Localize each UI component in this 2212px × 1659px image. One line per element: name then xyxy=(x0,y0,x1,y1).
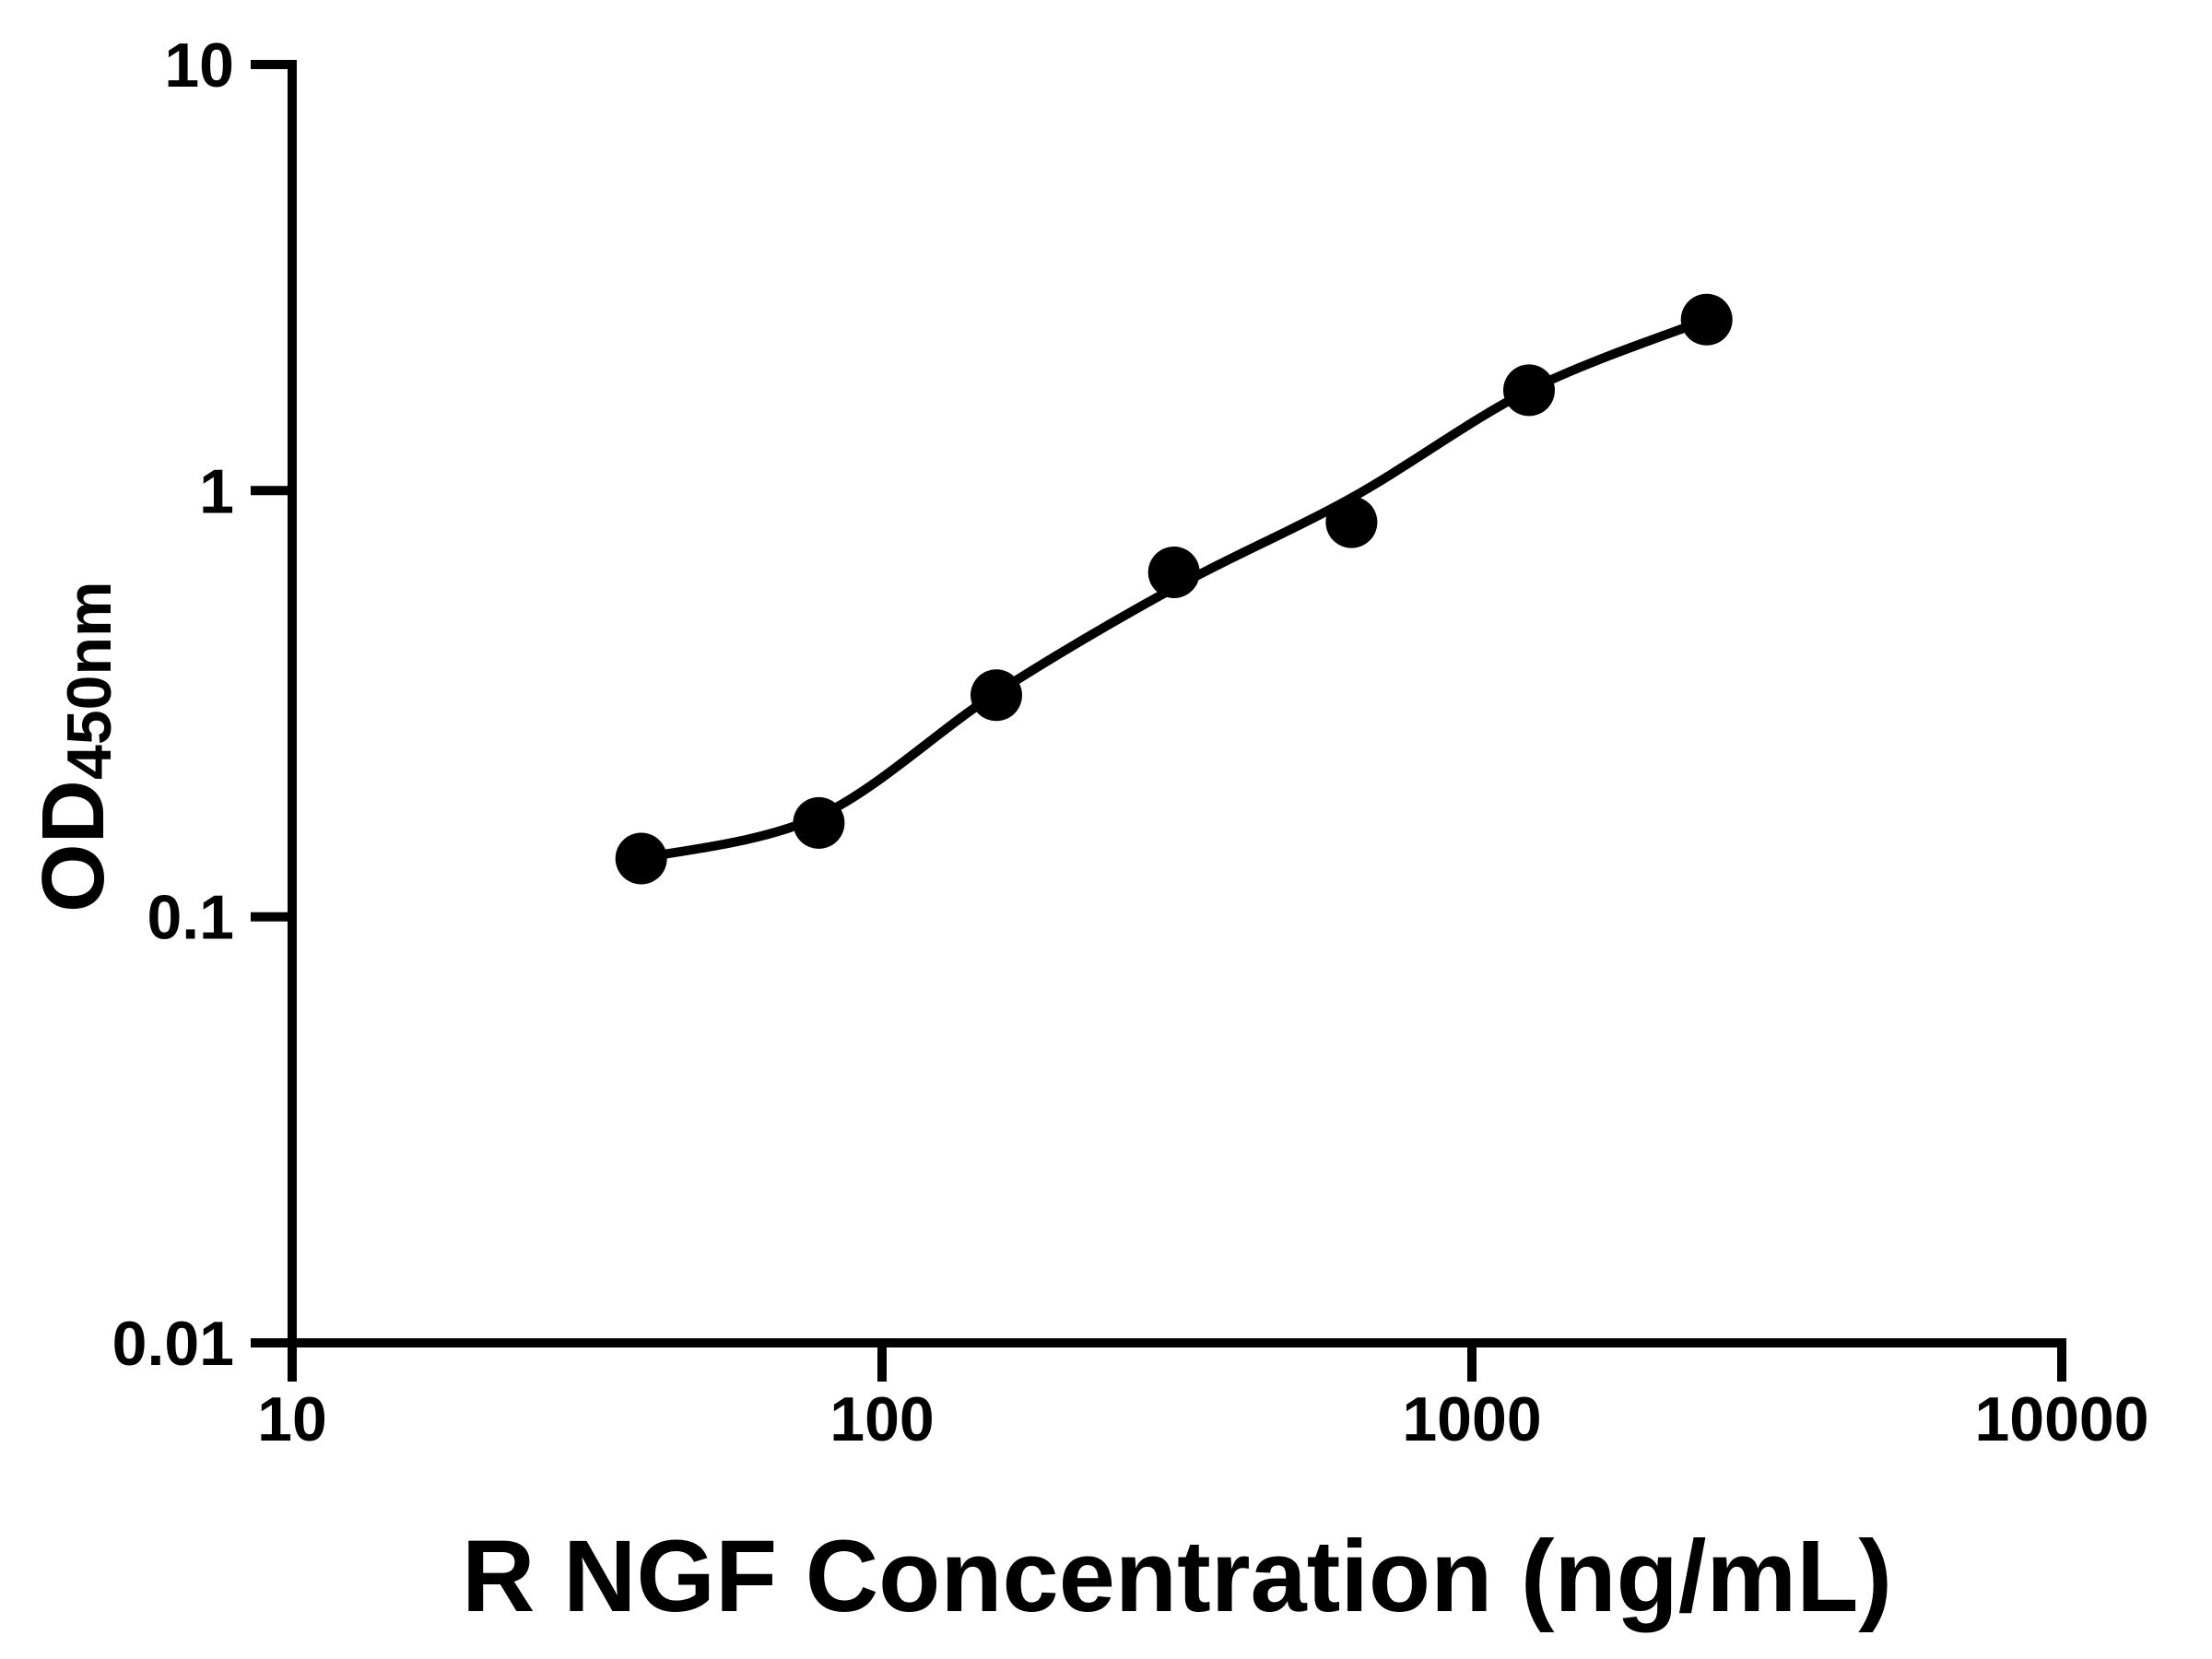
y-tick-label: 1 xyxy=(199,456,234,526)
data-point xyxy=(1325,496,1378,548)
y-axis-line xyxy=(251,60,297,1382)
data-point xyxy=(1503,364,1555,417)
data-point xyxy=(1680,293,1733,346)
y-axis-title-subscript: 450nm xyxy=(54,582,124,780)
x-tick-label: 100 xyxy=(830,1384,934,1454)
data-point xyxy=(971,669,1022,722)
data-point xyxy=(1147,547,1200,598)
points-group xyxy=(615,293,1733,885)
y-axis-title-main: OD xyxy=(24,780,123,912)
data-point xyxy=(615,832,667,885)
axes-group: 10 100 1000 10000 10 1 0.1 0.01 xyxy=(112,30,2149,1454)
y-tick-label: 10 xyxy=(164,30,234,100)
data-point xyxy=(793,796,845,849)
y-tick-label: 0.01 xyxy=(112,1309,234,1379)
y-tick-label: 0.1 xyxy=(147,883,234,953)
x-tick-label: 1000 xyxy=(1402,1384,1541,1454)
x-tick-label: 10000 xyxy=(1974,1384,2148,1454)
x-axis-title: R NGF Concentration (ng/mL) xyxy=(462,1520,1892,1633)
y-axis-title: OD450nm xyxy=(24,582,124,912)
x-axis-line xyxy=(254,1338,2066,1382)
x-tick-label: 10 xyxy=(257,1384,327,1454)
